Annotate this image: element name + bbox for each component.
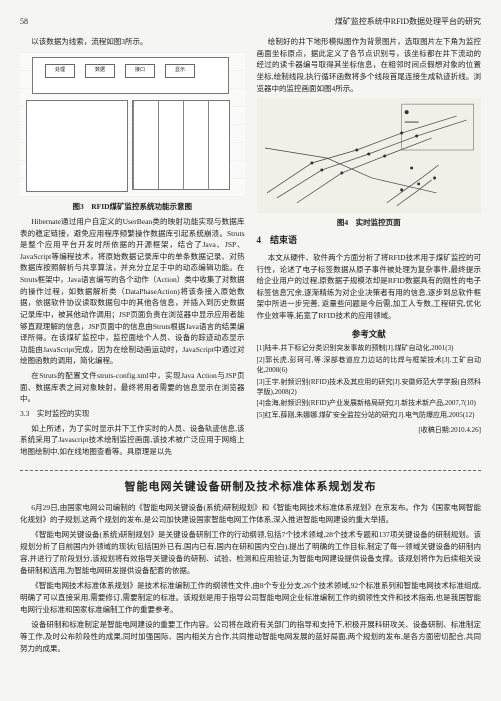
intro-line: 以该数据为线索，流程如图3所示。 [20,36,245,48]
news-para-3: 《智能电网技术标准体系规划》是技术标准编制工作的纲领性文件,由8个专业分支,26… [20,580,481,616]
figure-4-map [257,98,482,213]
news-para-2: 《智能电网关键设备(系统)研制规划》是关键设备研制工作的行动纲领,包括7个技术领… [20,529,481,577]
left-para-2: 在Struts的配置文件struts-config.xml中，实现Java Ac… [20,370,245,405]
ref-1: [1]陆丰.井下标记分类识别突发事故的预制[J].煤矿自动化,2001(3) [257,344,482,354]
references-head: 参考文献 [257,328,482,341]
news-title: 智能电网关键设备研制及技术标准体系规划发布 [20,479,481,496]
section-4-head: 4 结束语 [257,234,482,248]
map-bg [257,98,482,213]
page-header-title: 煤矿监控系统中RFID数据处理平台的研究 [335,16,481,28]
subsection-3-3: 3.3 实时监控的实现 [20,408,245,420]
left-para-1: Hibernate通过用户自定义的UserBean类的映射功能实现与数据库表的稳… [20,216,245,367]
map-svg [257,98,482,213]
ref-2: [2]郭长虎,彭珂可,等.深部巷道应力边站的比焊与框架技术[J].工矿自动化,2… [257,356,482,376]
legend-dot [404,110,408,114]
left-para-3: 如上所述，为了实时显示井下工作实时的人员、设备轨迹信息,该系统采用了Javasc… [20,423,245,458]
diagram-box-4: 显示 [165,64,195,78]
left-column: 以该数据为线索，流程如图3所示。 处理 数据 接口 显示 图3 RFID煤矿监控… [20,36,245,460]
receipt-date: [收稿日期:2010.4.26] [257,425,482,436]
page-header: 58 煤矿监控系统中RFID数据处理平台的研究 [20,16,481,28]
figure-3-diagram: 处理 数据 接口 显示 [20,52,245,197]
right-para-1: 绘制好的井下地形模拟图作为背景图片，选取图片左下角为监控画面坐标原点，据此定义了… [257,36,482,94]
ref-5: [5]红军,薛刚,朱娜娜.煤矿安全监控分站的研究[J].电气防爆应用,2005(… [257,411,482,421]
diagram-top-row: 处理 数据 接口 显示 [45,64,195,78]
news-para-4: 设备研制和标准制定是智能电网建设的重要工作内容。公司将在政府有关部门的指导和支持… [20,619,481,655]
ref-4: [4]金海,射频识别(RFID)产业发展新格局研究[J].新技术新产品,2007… [257,399,482,409]
news-para-1: 6月29日,由国家电网公司编制的《智能电网关键设备(系统)研制规划》和《智能电网… [20,502,481,526]
diagram-grid [132,100,230,190]
figure-4-caption: 图4 实时监控页面 [257,217,482,228]
diagram-box-1: 处理 [45,64,75,78]
two-column-layout: 以该数据为线索，流程如图3所示。 处理 数据 接口 显示 图3 RFID煤矿监控… [20,36,481,460]
page-number: 58 [20,16,28,28]
section-divider [20,470,481,471]
ref-3: [3]王宇.射频识别(RFID)技术及其应用的研究[J].安徽师范大学学报(自然… [257,378,482,398]
diagram-box-3: 接口 [125,64,155,78]
diagram-box-2: 数据 [85,64,115,78]
figure-3-caption: 图3 RFID煤矿监控系统功能示意图 [20,201,245,212]
right-para-2: 本文从硬件、软件两个方面分析了将RFID技术用于煤矿监控的可行性，论述了电子标签… [257,252,482,322]
right-column: 绘制好的井下地形模拟图作为背景图片，选取图片左下角为监控画面坐标原点，据此定义了… [257,36,482,460]
